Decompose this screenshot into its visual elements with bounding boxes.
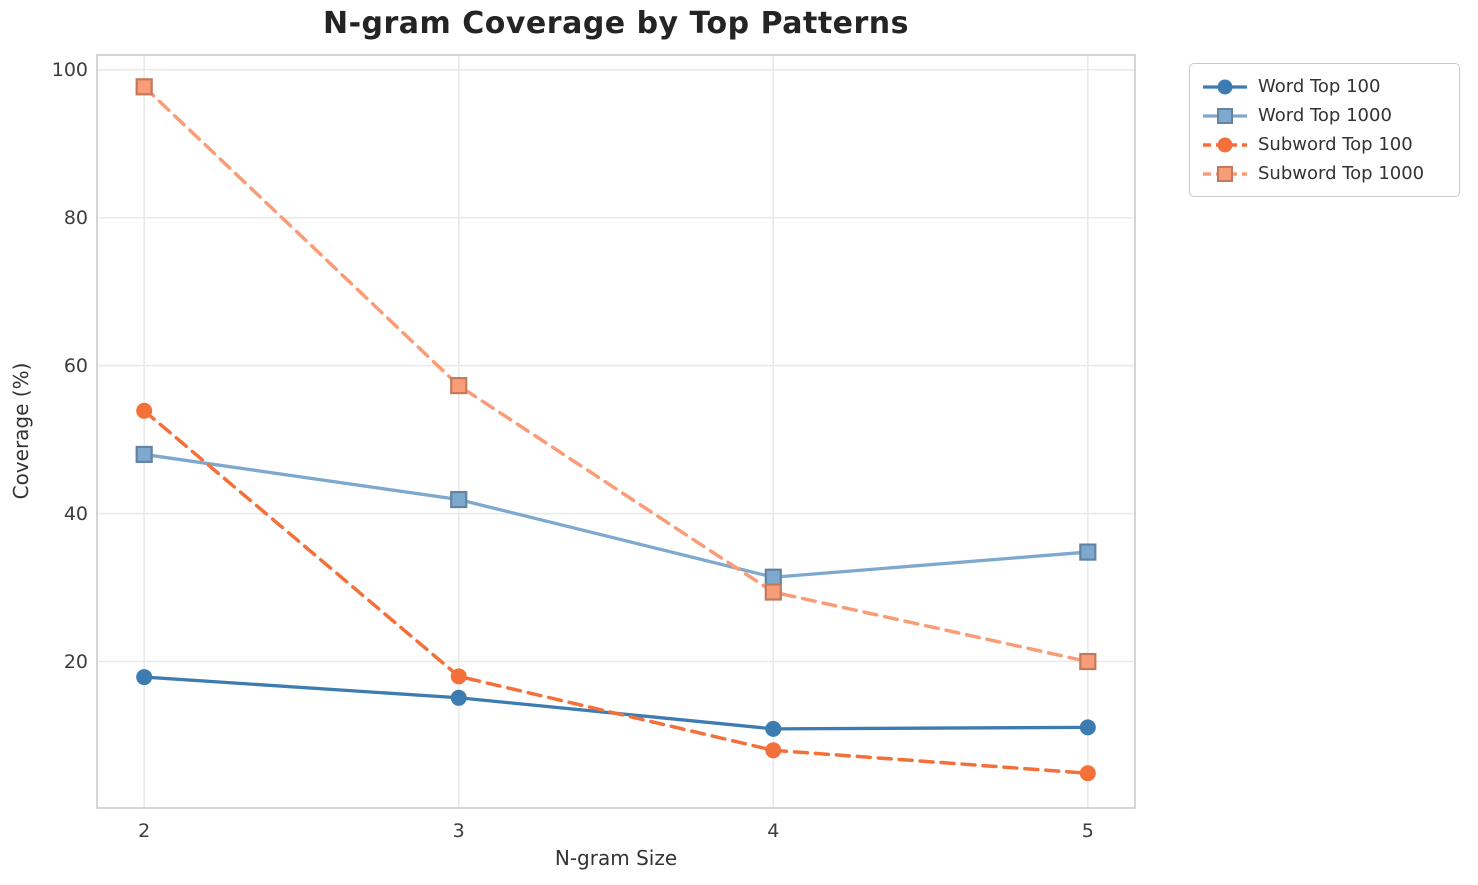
legend-sample-subword-top-100 (1203, 137, 1247, 152)
legend-item-subword-top-1000: Subword Top 1000 (1202, 159, 1447, 188)
circle-marker (1079, 719, 1096, 736)
legend: Word Top 100 Word Top 1000 Subword Top 100… (1189, 63, 1460, 197)
chart-title: N-gram Coverage by Top Patterns (322, 6, 910, 41)
circle-marker (450, 668, 467, 685)
series-line-word-top-1000 (142, 452, 1090, 579)
circle-marker (765, 742, 782, 759)
circle-marker (450, 689, 467, 706)
square-marker (450, 377, 468, 395)
y-tick-label: 80 (63, 206, 88, 229)
series-markers-word-top-1000 (135, 445, 1097, 586)
series-markers-word-top-100 (136, 669, 1096, 737)
series-markers-subword-top-100 (136, 402, 1096, 782)
plot-border (96, 54, 1136, 809)
square-marker (1079, 652, 1097, 671)
legend-item-word-top-1000: Word Top 1000 (1202, 101, 1447, 130)
legend-item-subword-top-100: Subword Top 100 (1202, 130, 1447, 159)
series-line-subword-top-1000 (142, 85, 1090, 664)
y-axis-label: Coverage (%) (9, 362, 33, 500)
square-marker (450, 490, 468, 509)
circle-marker (1079, 765, 1096, 782)
series-line-subword-top-100 (142, 409, 1090, 775)
x-tick-label: 5 (1081, 820, 1094, 842)
square-marker (135, 78, 153, 96)
circle-marker (765, 720, 782, 737)
square-marker (135, 445, 153, 464)
circle-marker (136, 669, 153, 686)
y-tick-label: 100 (51, 58, 88, 81)
x-tick-label: 3 (452, 820, 465, 842)
legend-sample-word-top-100 (1203, 79, 1247, 94)
series-line-word-top-100 (142, 675, 1090, 731)
gridlines (97, 55, 1135, 808)
circle-marker (136, 402, 153, 419)
y-tick-label: 60 (63, 354, 88, 377)
series-markers-subword-top-1000 (135, 78, 1097, 671)
legend-label: Word Top 1000 (1258, 105, 1392, 126)
legend-label: Subword Top 100 (1258, 134, 1413, 155)
y-tick-label: 40 (63, 502, 88, 525)
legend-label: Subword Top 1000 (1258, 163, 1425, 184)
legend-sample-subword-top-1000 (1203, 165, 1247, 182)
square-marker (1217, 107, 1233, 124)
circle-marker (1217, 137, 1233, 152)
square-marker (1079, 543, 1097, 561)
y-tick-label: 20 (63, 650, 88, 673)
square-marker (764, 583, 782, 601)
circle-marker (1217, 79, 1233, 94)
square-marker (764, 568, 782, 586)
square-marker (1217, 165, 1233, 182)
legend-item-word-top-100: Word Top 100 (1202, 72, 1447, 101)
x-axis-label: N-gram Size (554, 846, 678, 870)
x-tick-label: 4 (767, 820, 780, 842)
legend-sample-word-top-1000 (1203, 107, 1247, 124)
x-tick-label: 2 (138, 820, 151, 842)
legend-label: Word Top 100 (1258, 76, 1381, 97)
